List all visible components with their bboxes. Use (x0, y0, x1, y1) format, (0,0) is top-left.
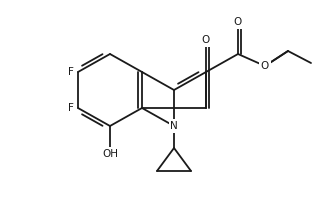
Text: N: N (170, 121, 178, 131)
Text: F: F (68, 103, 74, 113)
Text: O: O (261, 61, 269, 71)
Text: OH: OH (102, 149, 118, 159)
Text: F: F (68, 67, 74, 77)
Text: O: O (234, 17, 242, 27)
Text: O: O (202, 35, 210, 45)
